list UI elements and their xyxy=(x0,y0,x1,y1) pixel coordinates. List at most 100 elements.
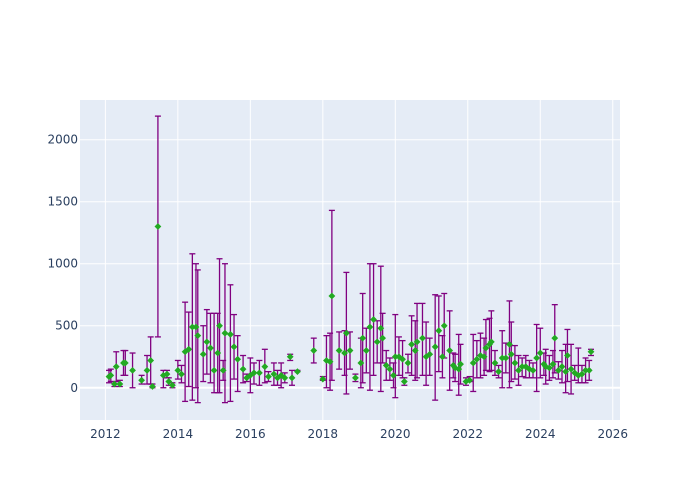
data-point xyxy=(149,383,156,390)
data-point xyxy=(294,368,301,376)
data-point xyxy=(366,323,374,331)
data-point xyxy=(551,334,559,342)
data-point xyxy=(426,350,434,358)
data-point xyxy=(578,370,586,378)
data-point xyxy=(431,343,439,351)
data-point xyxy=(143,366,151,374)
data-point xyxy=(192,323,200,331)
data-point xyxy=(107,371,115,379)
x-tick-label: 2014 xyxy=(163,427,194,441)
data-point xyxy=(435,327,443,335)
data-point xyxy=(250,369,258,377)
data-point xyxy=(230,343,238,351)
data-point xyxy=(373,338,381,346)
data-point xyxy=(112,363,120,371)
data-point xyxy=(261,363,269,371)
data-point xyxy=(413,338,421,346)
x-tick-label: 2026 xyxy=(597,427,628,441)
data-point xyxy=(210,366,218,374)
y-tick-label: 1500 xyxy=(47,195,78,209)
grid-lines xyxy=(80,100,620,420)
data-point xyxy=(138,376,146,384)
data-point xyxy=(286,353,294,361)
y-tick-label: 500 xyxy=(55,319,78,333)
data-point xyxy=(554,366,562,374)
data-point xyxy=(234,355,242,363)
data-point xyxy=(511,359,519,367)
x-tick-label: 2022 xyxy=(453,427,484,441)
data-point xyxy=(255,369,263,377)
data-point xyxy=(357,359,365,367)
data-point xyxy=(219,366,227,374)
data-point xyxy=(419,334,426,342)
y-tick-label: 2000 xyxy=(47,133,78,147)
data-point xyxy=(227,331,234,338)
data-point xyxy=(473,355,481,363)
data-point xyxy=(529,366,537,374)
data-point xyxy=(281,374,289,382)
data-point xyxy=(455,365,463,373)
data-point xyxy=(379,334,387,342)
data-point xyxy=(326,358,334,366)
y-tick-label: 0 xyxy=(70,381,78,395)
data-point xyxy=(411,347,419,354)
data-point xyxy=(482,344,490,352)
data-point xyxy=(265,373,272,380)
data-point xyxy=(203,338,211,346)
data-point xyxy=(498,354,506,362)
data-point xyxy=(129,366,136,374)
data-point xyxy=(386,365,394,373)
y-tick-label: 1000 xyxy=(47,257,78,271)
error-bar xyxy=(227,284,234,403)
x-tick-label: 2024 xyxy=(525,427,556,441)
data-point xyxy=(506,340,513,348)
data-point xyxy=(174,366,182,374)
error-bar xyxy=(234,335,241,393)
x-axis: 2012 2014 2016 2018 2020 2022 2024 2026 xyxy=(90,427,628,441)
data-point xyxy=(352,374,359,382)
data-point xyxy=(491,359,499,367)
data-point xyxy=(185,345,193,353)
data-point xyxy=(564,352,571,359)
data-point xyxy=(111,380,118,388)
data-point xyxy=(207,344,214,352)
x-tick-label: 2020 xyxy=(380,427,411,441)
data-point xyxy=(154,223,162,230)
data-point xyxy=(199,350,207,358)
data-point xyxy=(274,374,281,382)
data-point xyxy=(370,316,377,323)
data-point xyxy=(165,378,173,385)
data-point xyxy=(439,353,446,361)
data-point xyxy=(457,360,464,368)
data-point xyxy=(545,364,553,372)
data-markers xyxy=(105,223,595,390)
data-point xyxy=(362,347,370,354)
data-point xyxy=(270,370,278,378)
data-point xyxy=(558,363,566,371)
data-point xyxy=(341,349,348,357)
data-point xyxy=(515,366,522,374)
data-point xyxy=(446,347,454,354)
data-point xyxy=(582,366,589,374)
data-point xyxy=(480,353,488,361)
data-point xyxy=(408,340,416,348)
data-point xyxy=(562,368,570,376)
data-point xyxy=(214,349,222,357)
data-point xyxy=(163,370,171,378)
data-point xyxy=(391,353,399,361)
data-point xyxy=(116,380,124,388)
data-point xyxy=(533,354,541,362)
data-point xyxy=(147,357,155,364)
data-point xyxy=(549,360,557,368)
x-tick-label: 2016 xyxy=(235,427,266,441)
plot-background xyxy=(80,100,620,420)
data-point xyxy=(400,378,408,385)
data-point xyxy=(495,368,502,376)
data-point xyxy=(466,376,473,384)
data-point xyxy=(342,329,350,337)
data-point xyxy=(536,349,544,357)
data-point xyxy=(239,365,247,373)
data-point xyxy=(288,374,296,382)
data-point xyxy=(335,347,343,354)
data-point xyxy=(567,365,575,373)
